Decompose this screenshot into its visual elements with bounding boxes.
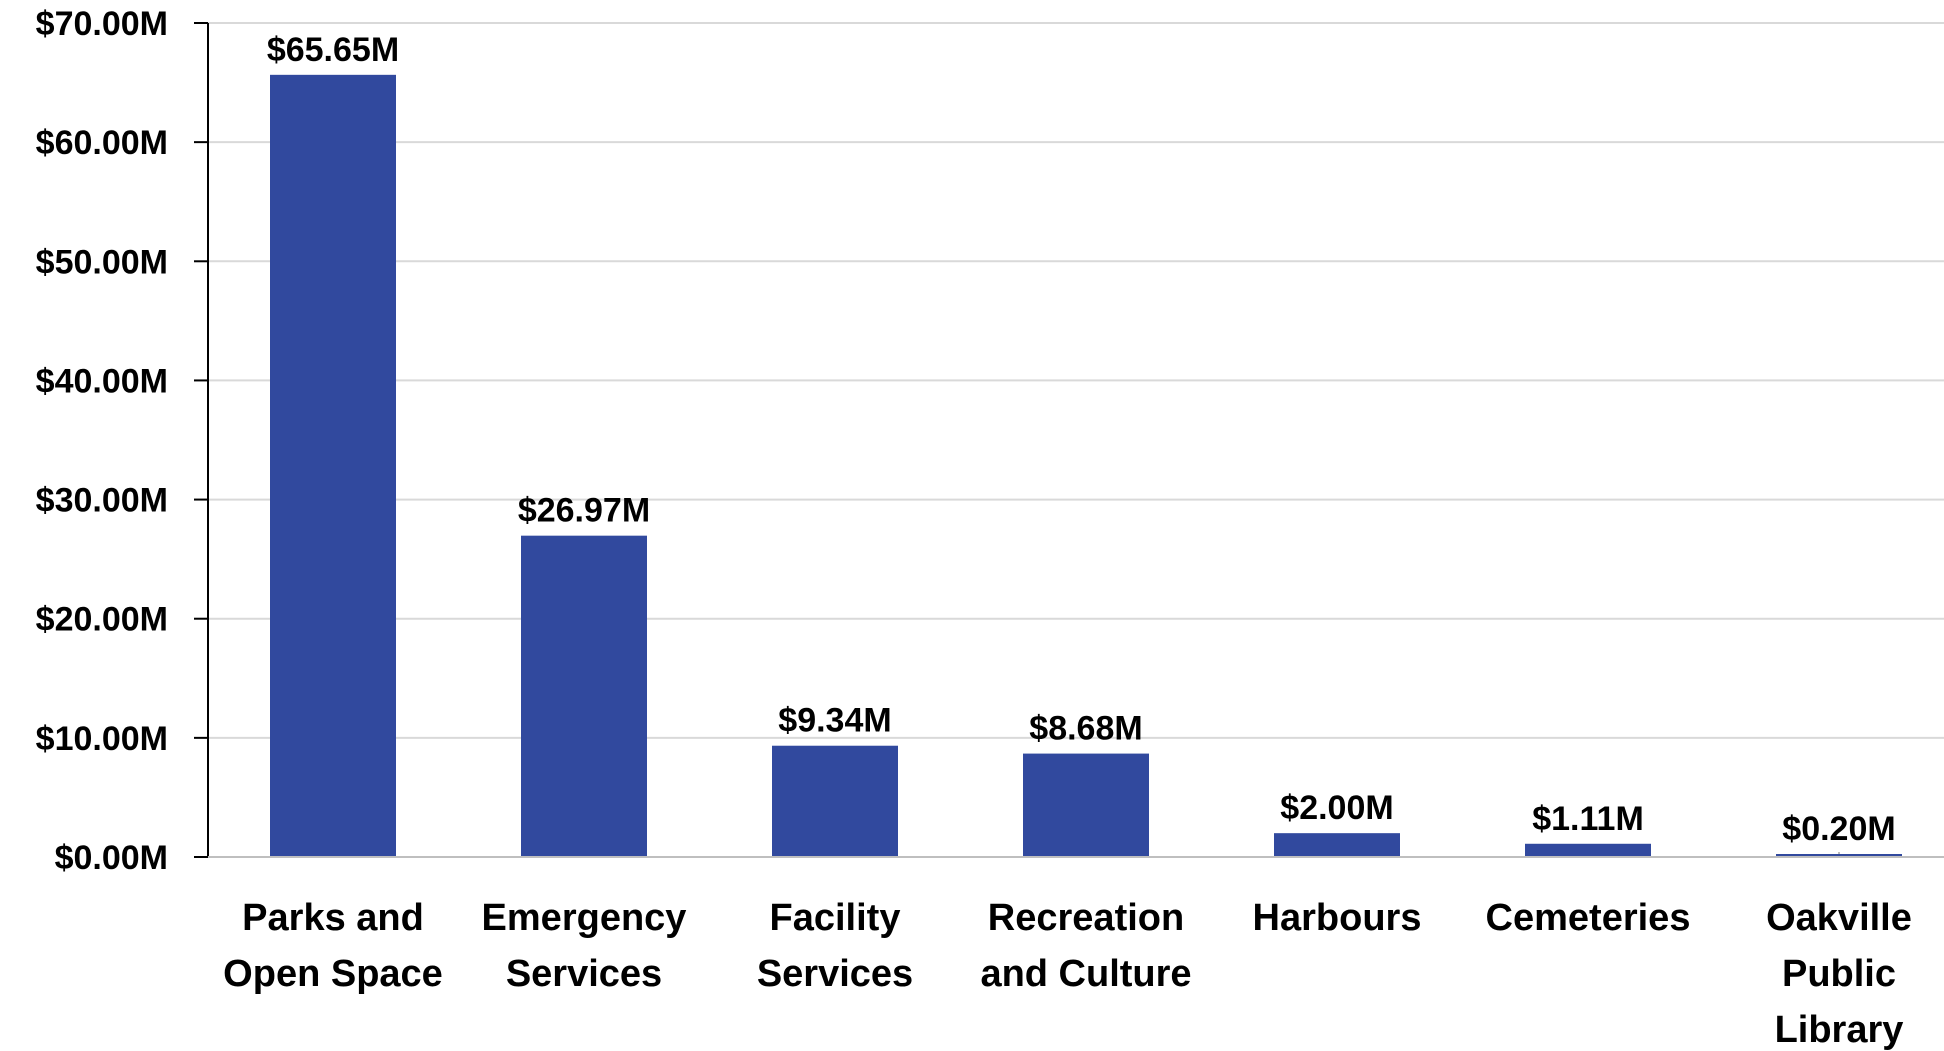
x-category-label: Public: [1782, 953, 1896, 995]
bar: [1525, 843, 1651, 857]
data-label: $8.68M: [1029, 710, 1142, 748]
data-label: $65.65M: [267, 31, 399, 69]
data-label: $2.00M: [1280, 789, 1393, 827]
x-category-label: Cemeteries: [1486, 897, 1691, 939]
x-category-label: Facility: [770, 897, 901, 939]
y-tick-label: $0.00M: [55, 839, 168, 877]
x-category-label: Services: [506, 953, 662, 995]
bar: [1776, 854, 1902, 857]
y-tick-label: $60.00M: [36, 124, 168, 162]
y-tick-label: $50.00M: [36, 243, 168, 281]
axes: [194, 22, 1944, 858]
bar: [772, 745, 898, 857]
x-category-label: Library: [1775, 1009, 1904, 1051]
y-tick-label: $20.00M: [36, 601, 168, 639]
labels: $0.00M $10.00M $20.00M $30.00M $40.00M $50.00…: [36, 5, 1912, 1051]
y-tick-label: $40.00M: [36, 362, 168, 400]
x-category-label: Services: [757, 953, 913, 995]
y-tick-label: $70.00M: [36, 5, 168, 43]
bar: [1274, 833, 1400, 857]
y-tick-label: $10.00M: [36, 720, 168, 758]
x-category-label: Harbours: [1253, 897, 1422, 939]
bar: [1023, 753, 1149, 857]
data-label: $9.34M: [778, 702, 891, 740]
bar: [270, 74, 396, 857]
x-category-label: Recreation: [988, 897, 1184, 939]
x-category-label: Open Space: [223, 953, 443, 995]
x-category-label: Emergency: [482, 897, 687, 939]
data-label: $1.11M: [1532, 800, 1644, 838]
data-label: $0.20M: [1782, 810, 1895, 848]
bar: [521, 535, 647, 857]
bars: [270, 74, 1902, 857]
x-category-label: Parks and: [242, 897, 424, 939]
data-label: $26.97M: [518, 492, 650, 530]
x-category-label: and Culture: [980, 953, 1191, 995]
x-category-label: Oakville: [1766, 897, 1912, 939]
gridlines: [208, 22, 1944, 739]
y-tick-label: $30.00M: [36, 482, 168, 520]
